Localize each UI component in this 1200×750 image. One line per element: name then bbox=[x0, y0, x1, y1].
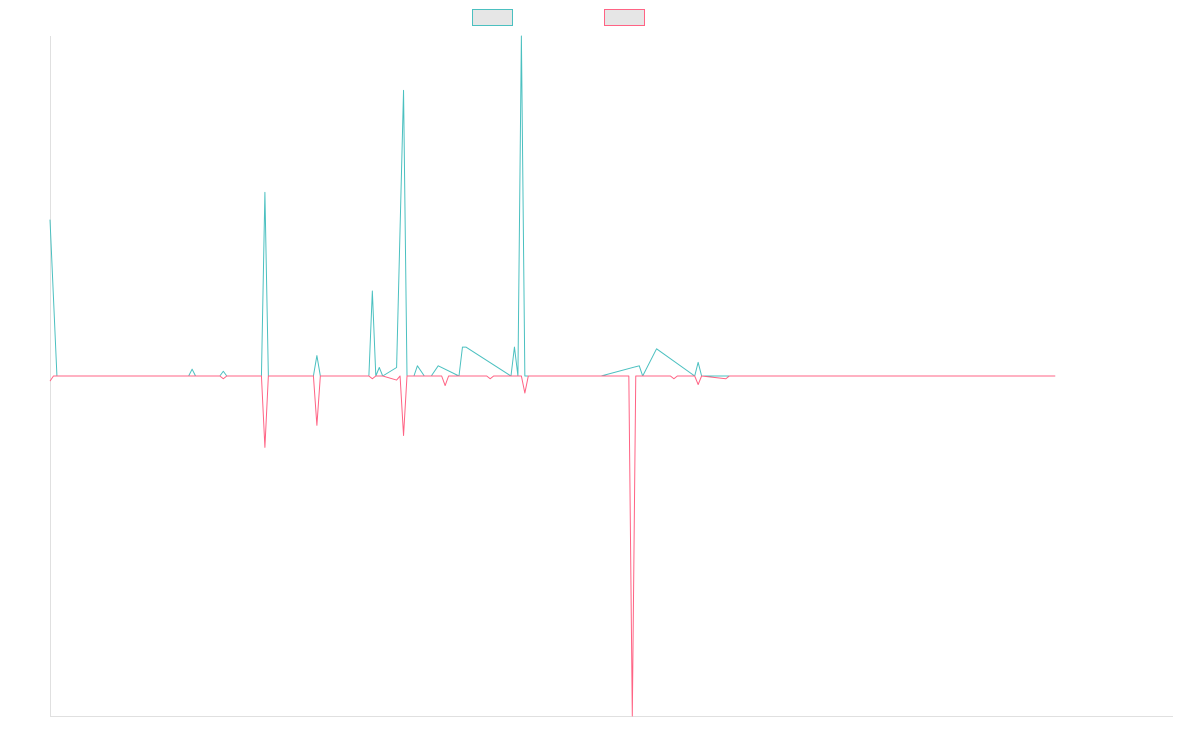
legend bbox=[472, 9, 645, 26]
series-layer bbox=[49, 35, 1056, 717]
series-line-1[interactable] bbox=[49, 35, 1056, 377]
legend-swatch-2[interactable] bbox=[604, 9, 645, 26]
series-line-2[interactable] bbox=[49, 375, 1056, 717]
legend-swatch-1[interactable] bbox=[472, 9, 513, 26]
axes bbox=[50, 36, 1173, 717]
